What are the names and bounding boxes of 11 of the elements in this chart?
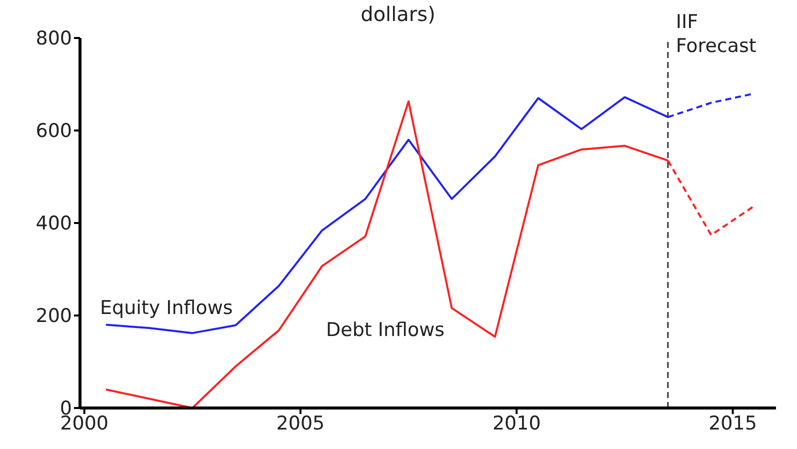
y-tick-label: 800	[36, 28, 72, 50]
series-label: Equity Inflows	[100, 297, 233, 319]
y-tick-label: 400	[36, 212, 72, 235]
chart-title: dollars)	[360, 2, 436, 26]
x-tick-label: 2015	[708, 412, 757, 434]
y-tick-label: 200	[36, 305, 72, 328]
series-label: Debt Inflows	[326, 319, 445, 341]
x-tick-label: 2010	[492, 412, 541, 434]
y-tick-label: 600	[36, 120, 72, 142]
ref-line-label: IIF Forecast	[676, 11, 756, 57]
x-tick-label: 2005	[276, 412, 325, 434]
